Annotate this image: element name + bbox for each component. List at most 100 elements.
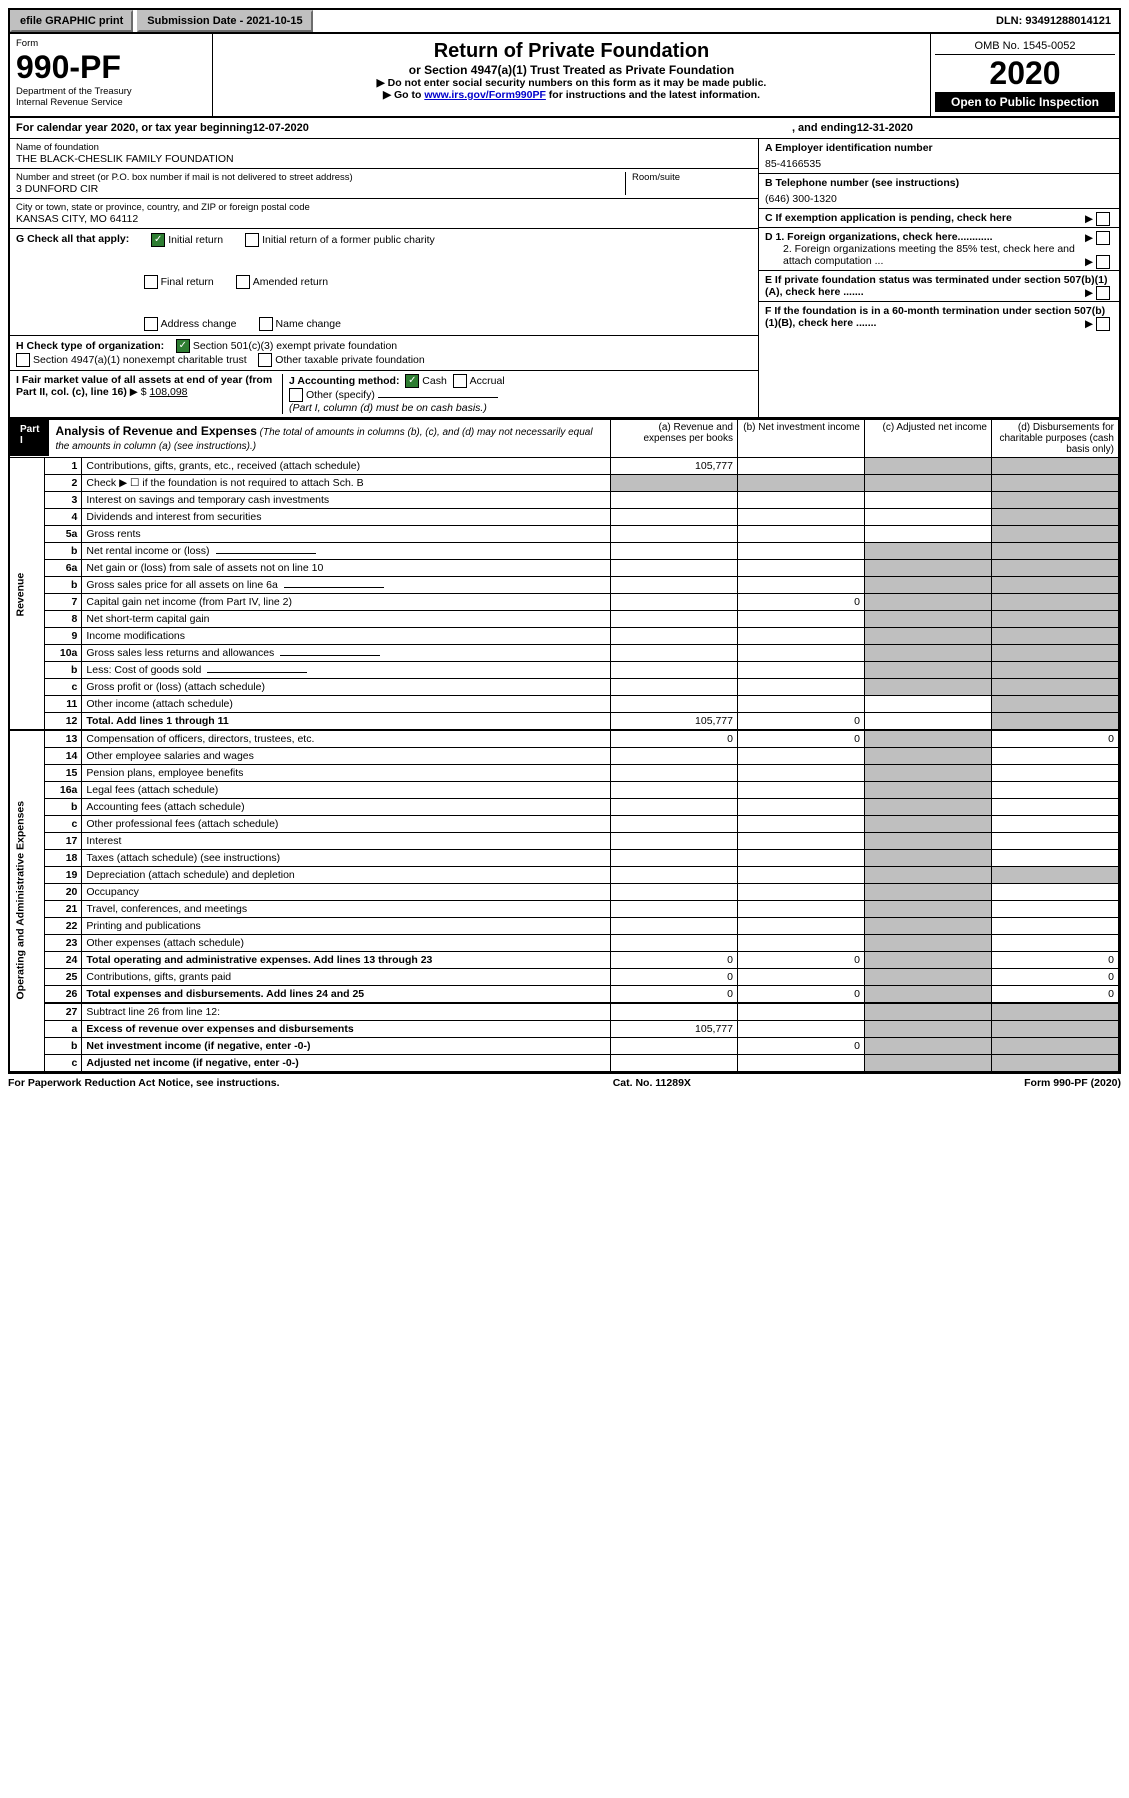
- foundation-name-value: THE BLACK-CHESLIK FAMILY FOUNDATION: [16, 153, 752, 165]
- h-opt-other[interactable]: Other taxable private foundation: [258, 354, 424, 366]
- col-d-value: [992, 696, 1119, 713]
- col-b-value: [738, 543, 865, 560]
- line-description: Dividends and interest from securities: [82, 509, 611, 526]
- col-a-value: [611, 509, 738, 526]
- irs-label: Internal Revenue Service: [16, 97, 206, 108]
- header-right: OMB No. 1545-0052 2020 Open to Public In…: [930, 34, 1119, 116]
- dln-label: DLN: 93491288014121: [988, 12, 1119, 30]
- col-a-value: [611, 918, 738, 935]
- line-number: 14: [45, 748, 82, 765]
- col-d-value: [992, 1055, 1119, 1072]
- col-b-value: [738, 526, 865, 543]
- col-d-value: [992, 543, 1119, 560]
- line-description: Income modifications: [82, 628, 611, 645]
- col-a-value: [611, 662, 738, 679]
- line-description: Printing and publications: [82, 918, 611, 935]
- section-h: H Check type of organization: ✓Section 5…: [10, 336, 758, 371]
- checkbox-icon[interactable]: [1096, 286, 1110, 300]
- col-d-value: 0: [992, 969, 1119, 986]
- col-c-value: [865, 730, 992, 748]
- col-c-value: [865, 969, 992, 986]
- header-left: Form 990-PF Department of the Treasury I…: [10, 34, 213, 116]
- col-c-value: [865, 543, 992, 560]
- g-opt-amended[interactable]: Amended return: [236, 275, 328, 289]
- checkbox-icon[interactable]: [1096, 317, 1110, 331]
- line-description: Depreciation (attach schedule) and deple…: [82, 867, 611, 884]
- table-row: 5aGross rents: [10, 526, 1119, 543]
- col-b-value: [738, 799, 865, 816]
- line-description: Other employee salaries and wages: [82, 748, 611, 765]
- col-b-value: [738, 1021, 865, 1038]
- form-subtitle: or Section 4947(a)(1) Trust Treated as P…: [219, 63, 924, 77]
- entity-left: Name of foundation THE BLACK-CHESLIK FAM…: [10, 139, 758, 417]
- checkbox-icon[interactable]: [1096, 212, 1110, 226]
- col-c-value: [865, 918, 992, 935]
- line-description: Occupancy: [82, 884, 611, 901]
- table-row: 21Travel, conferences, and meetings: [10, 901, 1119, 918]
- line-description: Check ▶ ☐ if the foundation is not requi…: [82, 475, 611, 492]
- line-description: Subtract line 26 from line 12:: [82, 1003, 611, 1021]
- col-c-value: [865, 1038, 992, 1055]
- col-d-value: [992, 645, 1119, 662]
- line-description: Total. Add lines 1 through 11: [82, 713, 611, 731]
- j-other[interactable]: Other (specify): [289, 389, 375, 401]
- col-b-value: [738, 765, 865, 782]
- col-a-value: [611, 560, 738, 577]
- j-accrual[interactable]: Accrual: [453, 375, 505, 387]
- line-description: Total expenses and disbursements. Add li…: [82, 986, 611, 1004]
- line-number: 8: [45, 611, 82, 628]
- table-row: 14Other employee salaries and wages: [10, 748, 1119, 765]
- col-a-value: 0: [611, 952, 738, 969]
- col-a-value: [611, 645, 738, 662]
- ein-cell: A Employer identification number 85-4166…: [759, 139, 1119, 174]
- line-number: 27: [45, 1003, 82, 1021]
- h-opt-501c3[interactable]: ✓Section 501(c)(3) exempt private founda…: [176, 340, 397, 352]
- col-b-value: [738, 1055, 865, 1072]
- col-a-value: [611, 867, 738, 884]
- table-row: cGross profit or (loss) (attach schedule…: [10, 679, 1119, 696]
- table-row: 7Capital gain net income (from Part IV, …: [10, 594, 1119, 611]
- line-description: Accounting fees (attach schedule): [82, 799, 611, 816]
- col-b-value: 0: [738, 594, 865, 611]
- h-opt-4947[interactable]: Section 4947(a)(1) nonexempt charitable …: [16, 354, 247, 366]
- g-opt-final[interactable]: Final return: [144, 275, 214, 289]
- j-cash[interactable]: ✓Cash: [405, 375, 447, 387]
- checkbox-icon[interactable]: [1096, 255, 1110, 269]
- g-label: G Check all that apply:: [16, 233, 129, 247]
- footer-mid: Cat. No. 11289X: [613, 1077, 691, 1089]
- g-opt-initial[interactable]: ✓Initial return: [151, 233, 223, 247]
- line-number: c: [45, 1055, 82, 1072]
- checkbox-icon[interactable]: [1096, 231, 1110, 245]
- line-number: 20: [45, 884, 82, 901]
- line-number: 1: [45, 458, 82, 475]
- col-b-value: [738, 850, 865, 867]
- col-c-value: [865, 713, 992, 731]
- table-row: aExcess of revenue over expenses and dis…: [10, 1021, 1119, 1038]
- col-a-value: [611, 748, 738, 765]
- col-a-value: 105,777: [611, 713, 738, 731]
- table-row: cOther professional fees (attach schedul…: [10, 816, 1119, 833]
- side-label: Operating and Administrative Expenses: [10, 730, 45, 1072]
- col-c-value: [865, 850, 992, 867]
- g-opt-address[interactable]: Address change: [144, 317, 237, 331]
- g-opt-initial-former[interactable]: Initial return of a former public charit…: [245, 233, 435, 247]
- col-b-value: [738, 816, 865, 833]
- col-d-value: [992, 662, 1119, 679]
- efile-print-button[interactable]: efile GRAPHIC print: [10, 10, 133, 32]
- col-b-header: (b) Net investment income: [738, 419, 865, 458]
- line-number: 26: [45, 986, 82, 1004]
- col-b-value: [738, 901, 865, 918]
- col-c-value: [865, 594, 992, 611]
- col-d-value: [992, 748, 1119, 765]
- section-d: D 1. Foreign organizations, check here..…: [759, 228, 1119, 271]
- g-opt-name[interactable]: Name change: [259, 317, 341, 331]
- line-number: 15: [45, 765, 82, 782]
- line-description: Excess of revenue over expenses and disb…: [82, 1021, 611, 1038]
- caly-pre: For calendar year 2020, or tax year begi…: [16, 122, 253, 134]
- col-b-value: [738, 492, 865, 509]
- dept-label: Department of the Treasury: [16, 86, 206, 97]
- section-j: J Accounting method: ✓Cash Accrual Other…: [283, 374, 752, 414]
- instr-2-post: for instructions and the latest informat…: [546, 89, 760, 101]
- submission-date-button[interactable]: Submission Date - 2021-10-15: [137, 10, 312, 32]
- instr-link[interactable]: www.irs.gov/Form990PF: [424, 89, 546, 101]
